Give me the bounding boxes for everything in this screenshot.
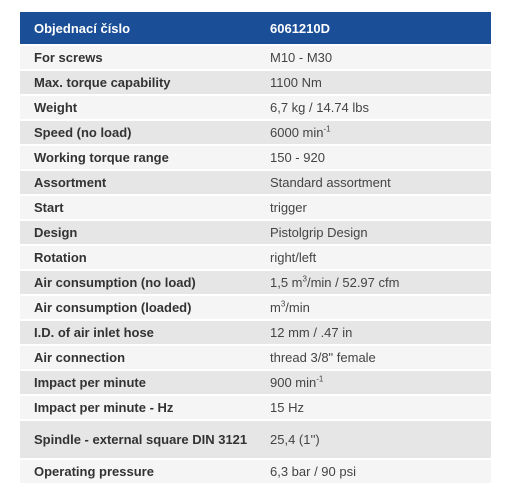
row-value: Standard assortment: [256, 171, 491, 194]
table-row: Working torque range 150 - 920: [20, 146, 491, 169]
row-label: Impact per minute: [20, 371, 256, 394]
table-row: Operating pressure 6,3 bar / 90 psi: [20, 460, 491, 483]
table-row: Impact per minute 900 min-1: [20, 371, 491, 394]
value-suffix: /min / 52.97 cfm: [306, 275, 400, 290]
row-label: Working torque range: [20, 146, 256, 169]
value-exponent: 3: [280, 299, 286, 309]
value-exponent: 3: [302, 274, 307, 284]
table-row: Start trigger: [20, 196, 491, 219]
table-row: Weight 6,7 kg / 14.74 lbs: [20, 96, 491, 119]
value-text: m: [270, 300, 281, 315]
row-label: Air connection: [20, 346, 256, 369]
spec-table: Objednací číslo 6061210D For screws M10 …: [20, 10, 491, 485]
table-row: Rotation right/left: [20, 246, 491, 269]
value-suffix: /min: [285, 300, 310, 315]
table-row: Spindle - external square DIN 3121 25,4 …: [20, 421, 491, 458]
row-label: Design: [20, 221, 256, 244]
table-row: I.D. of air inlet hose 12 mm / .47 in: [20, 321, 491, 344]
row-label: Impact per minute - Hz: [20, 396, 256, 419]
row-label: Start: [20, 196, 256, 219]
row-label: Max. torque capability: [20, 71, 256, 94]
table-row: Speed (no load) 6000 min-1: [20, 121, 491, 144]
table-row: Max. torque capability 1100 Nm: [20, 71, 491, 94]
row-value: 15 Hz: [256, 396, 491, 419]
row-value: thread 3/8" female: [256, 346, 491, 369]
row-value: Pistolgrip Design: [256, 221, 491, 244]
row-label: Weight: [20, 96, 256, 119]
row-value: 12 mm / .47 in: [256, 321, 491, 344]
row-value: 1100 Nm: [256, 71, 491, 94]
value-text: 900 min: [270, 375, 317, 390]
row-value: 25,4 (1''): [256, 421, 491, 458]
row-label: I.D. of air inlet hose: [20, 321, 256, 344]
row-value: M10 - M30: [256, 46, 491, 69]
row-label: Assortment: [20, 171, 256, 194]
row-value: right/left: [256, 246, 491, 269]
row-label: Air consumption (loaded): [20, 296, 256, 319]
row-label: For screws: [20, 46, 256, 69]
row-value: 6,3 bar / 90 psi: [256, 460, 491, 483]
header-label: Objednací číslo: [20, 12, 256, 44]
table-row: Assortment Standard assortment: [20, 171, 491, 194]
row-label: Air consumption (no load): [20, 271, 256, 294]
row-value: trigger: [256, 196, 491, 219]
table-row: Air consumption (loaded) m3/min: [20, 296, 491, 319]
value-text: 1,5 m: [270, 275, 303, 290]
table-row: Impact per minute - Hz 15 Hz: [20, 396, 491, 419]
row-label: Speed (no load): [20, 121, 256, 144]
row-value: 6000 min-1: [256, 121, 491, 144]
row-value: 6,7 kg / 14.74 lbs: [256, 96, 491, 119]
row-label: Rotation: [20, 246, 256, 269]
table-header-row: Objednací číslo 6061210D: [20, 12, 491, 44]
row-value: 900 min-1: [256, 371, 491, 394]
header-value: 6061210D: [256, 12, 491, 44]
value-exponent: -1: [316, 374, 324, 384]
table-row: Design Pistolgrip Design: [20, 221, 491, 244]
row-value: 1,5 m3/min / 52.97 cfm: [256, 271, 491, 294]
value-text: 6000 min: [270, 125, 324, 140]
row-value: 150 - 920: [256, 146, 491, 169]
row-value: m3/min: [256, 296, 491, 319]
table-row: For screws M10 - M30: [20, 46, 491, 69]
value-exponent: -1: [323, 124, 331, 134]
table-row: Air connection thread 3/8" female: [20, 346, 491, 369]
row-label: Spindle - external square DIN 3121: [20, 421, 256, 458]
row-label: Operating pressure: [20, 460, 256, 483]
table-row: Air consumption (no load) 1,5 m3/min / 5…: [20, 271, 491, 294]
